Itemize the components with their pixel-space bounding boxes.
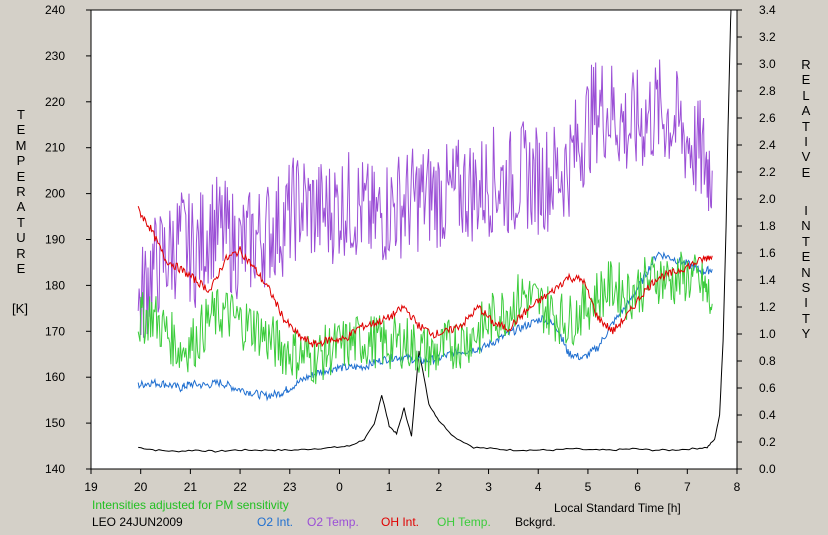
- right-tick-label: 2.4: [759, 138, 776, 152]
- series-layer: [137, 9, 732, 453]
- x-tick-label: 4: [535, 480, 542, 494]
- right-axis: 0.0 0.2 0.4 0.6 0.8 1.0 1.2 1.4 1.6 1.8 2.0 2.2 2.4 2…: [737, 3, 776, 476]
- axis-label-letter: N: [801, 218, 811, 234]
- right-tick-label: 2.8: [759, 84, 776, 98]
- x-tick-label: 1: [386, 480, 393, 494]
- series-oh-int: [137, 206, 713, 348]
- legend-o2-temp: O2 Temp.: [307, 515, 359, 529]
- right-tick-label: 0.8: [759, 354, 776, 368]
- right-tick-label: 3.0: [759, 57, 776, 71]
- left-tick-label: 170: [45, 324, 65, 338]
- station-date: LEO 24JUN2009: [92, 515, 183, 529]
- axis-label-letter: S: [801, 280, 811, 295]
- x-tick-label: 7: [684, 480, 691, 494]
- x-tick-label: 8: [734, 480, 741, 494]
- left-tick-label: 200: [45, 187, 65, 201]
- right-tick-label: 2.6: [759, 111, 776, 125]
- axis-label-letter: T: [802, 118, 810, 134]
- axis-label-letter: I: [804, 134, 808, 149]
- x-tick-label: 5: [585, 480, 592, 494]
- right-tick-label: 3.4: [759, 3, 776, 17]
- left-tick-label: 140: [45, 462, 65, 476]
- x-tick-label: 2: [436, 480, 443, 494]
- axis-label-letter: P: [16, 153, 26, 169]
- x-tick-label: 0: [336, 480, 343, 494]
- axis-label-letter: M: [15, 137, 27, 153]
- series-bckgrd: [138, 9, 732, 453]
- axis-label-letter: R: [16, 184, 26, 199]
- axis-label-letter: E: [16, 122, 26, 138]
- x-axis-label: Local Standard Time [h]: [554, 501, 681, 515]
- right-tick-label: 1.0: [759, 327, 776, 341]
- axis-label-letter: T: [802, 310, 810, 326]
- right-tick-label: 2.2: [759, 165, 776, 179]
- left-tick-label: 210: [45, 141, 65, 155]
- right-tick-label: 1.6: [759, 246, 776, 260]
- sensitivity-note: Intensities adjusted for PM sensitivity: [92, 498, 289, 512]
- x-tick-label: 3: [485, 480, 492, 494]
- x-tick-label: 19: [84, 480, 98, 494]
- right-tick-label: 3.2: [759, 30, 776, 44]
- axis-label-letter: R: [16, 245, 26, 261]
- left-tick-label: 230: [45, 49, 65, 63]
- axis-label-letter: T: [17, 214, 25, 230]
- left-tick-label: 220: [45, 95, 65, 109]
- axis-label-letter: E: [801, 164, 811, 180]
- right-tick-label: 1.8: [759, 219, 776, 233]
- left-tick-label: 180: [45, 278, 65, 292]
- left-tick-label: 240: [45, 3, 65, 17]
- right-tick-label: 0.6: [759, 381, 776, 395]
- axis-label-letter: I: [804, 203, 808, 218]
- left-axis: 140 150 160 170 180 190 200 210 220 230 240: [45, 3, 91, 476]
- series-oh-temp: [137, 251, 713, 385]
- axis-label-letter: A: [16, 199, 26, 215]
- x-tick-label: 22: [233, 480, 247, 494]
- right-tick-label: 1.2: [759, 300, 776, 314]
- x-tick-label: 21: [184, 480, 198, 494]
- axis-label-letter: U: [16, 230, 26, 246]
- right-tick-label: 0.0: [759, 462, 776, 476]
- axis-label-letter: V: [801, 149, 811, 165]
- left-tick-label: 160: [45, 370, 65, 384]
- legend-bckgrd: Bckgrd.: [515, 515, 556, 529]
- axis-label-letter: T: [802, 233, 810, 249]
- series-o2-int: [137, 251, 713, 402]
- axis-label-letter: E: [16, 261, 26, 276]
- axis-label-letter: E: [16, 168, 26, 184]
- axis-label-letter: A: [801, 103, 811, 119]
- left-tick-label: 150: [45, 416, 65, 430]
- axis-label-letter: Y: [801, 326, 811, 342]
- right-tick-label: 0.2: [759, 435, 776, 449]
- x-tick-label: 23: [283, 480, 297, 494]
- axis-label-letter: I: [804, 295, 808, 311]
- axis-label-letter: N: [801, 264, 811, 280]
- left-axis-unit: [K]: [12, 301, 28, 316]
- axis-label-letter: T: [17, 107, 25, 122]
- axis-label-letter: E: [801, 72, 811, 88]
- x-tick-label: 20: [134, 480, 148, 494]
- right-tick-label: 1.4: [759, 273, 776, 287]
- axis-label-letter: R: [801, 57, 811, 72]
- left-tick-label: 190: [45, 233, 65, 247]
- right-tick-label: 2.0: [759, 192, 776, 206]
- axis-label-letter: L: [802, 87, 810, 103]
- series-o2-temp: [137, 59, 713, 338]
- legend-o2-int: O2 Int.: [257, 515, 294, 529]
- x-axis: 19 20 21 22 23 0 1 2 3 4 5 6 7 8: [84, 469, 741, 494]
- axis-label-letter: E: [801, 249, 811, 265]
- legend-oh-int: OH Int.: [381, 515, 420, 529]
- x-tick-label: 6: [634, 480, 641, 494]
- right-tick-label: 0.4: [759, 408, 776, 422]
- legend-oh-temp: OH Temp.: [437, 515, 491, 529]
